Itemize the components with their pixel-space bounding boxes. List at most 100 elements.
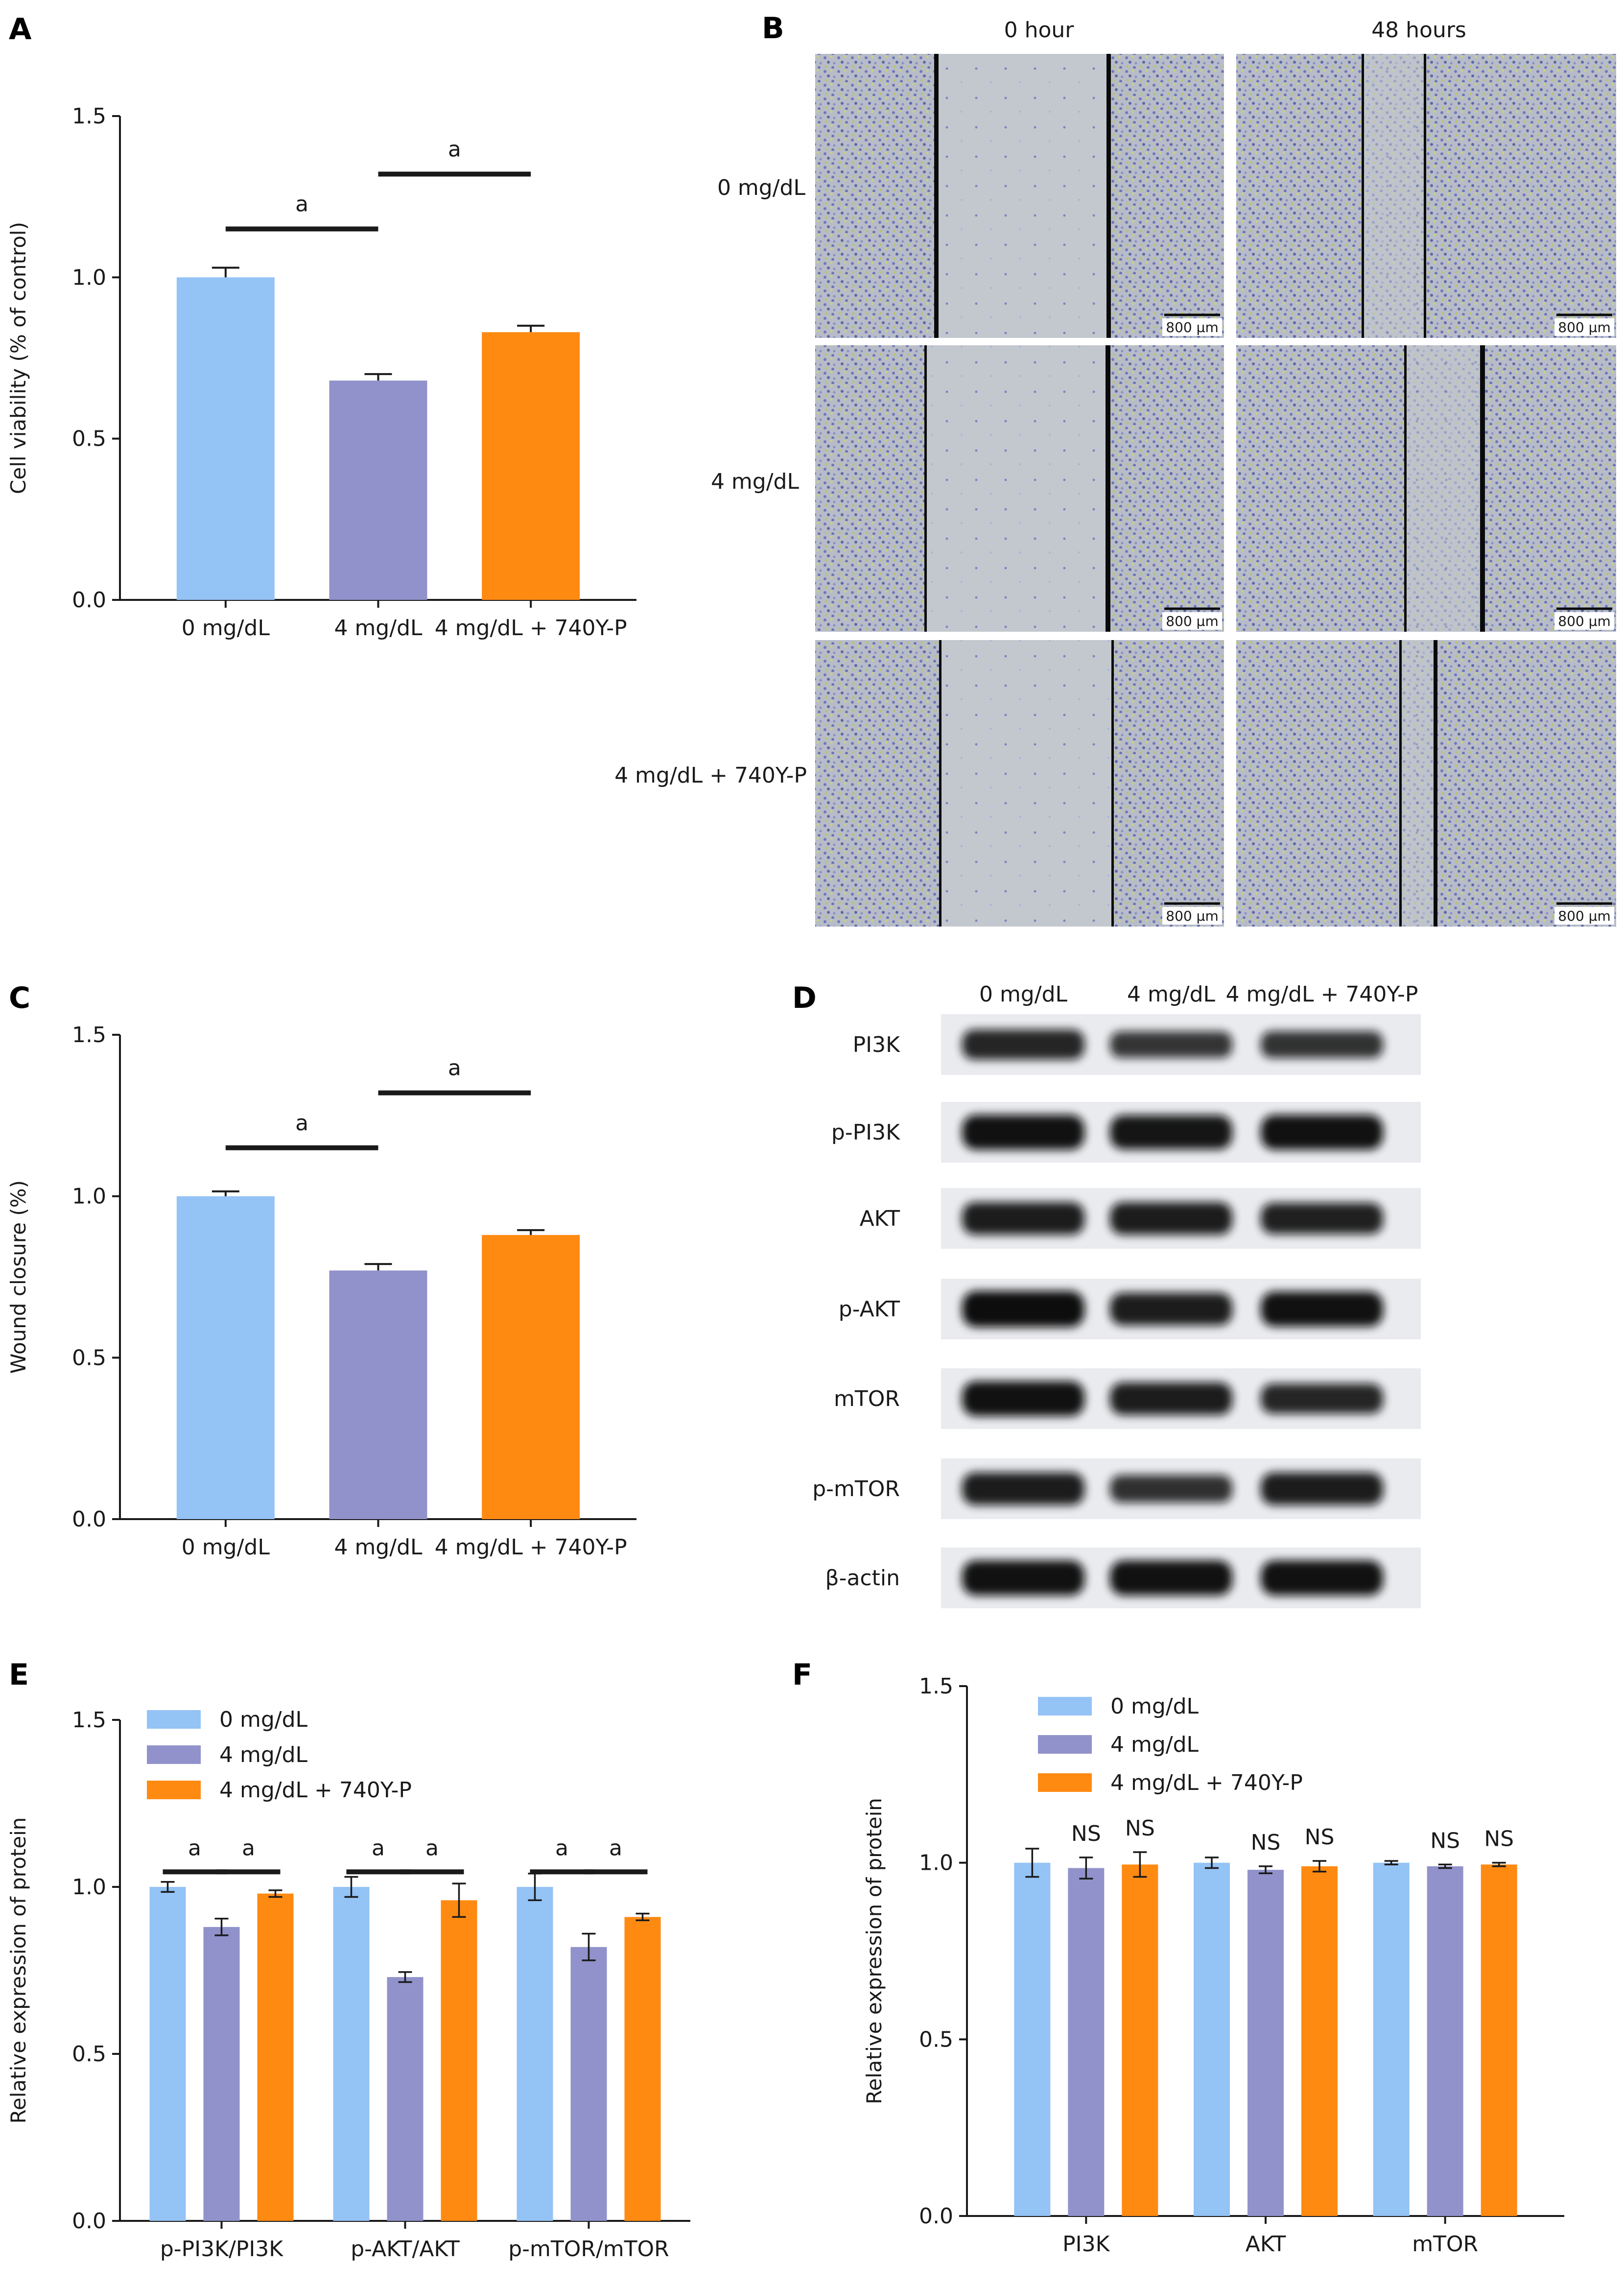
bar: [329, 1270, 427, 1519]
legend-swatch: [147, 1745, 201, 1764]
panel-label-a: A: [9, 12, 32, 47]
panel-b-scratch-assay: 0 hour 48 hours 0 mg/dL 4 mg/dL 4 mg/dL …: [614, 18, 1616, 927]
bar: [333, 1887, 370, 2221]
y-tick-label: 1.0: [72, 265, 106, 290]
blot-protein-label: PI3K: [853, 1032, 901, 1057]
scale-bar-label: 800 μm: [1558, 319, 1610, 335]
y-tick-label: 0.0: [72, 588, 106, 613]
blot-column-label: 0 mg/dL: [979, 982, 1068, 1007]
y-tick-label: 0.5: [72, 427, 106, 452]
bar: [1373, 1862, 1410, 2216]
blot-band: [962, 1381, 1084, 1416]
scale-bar-label: 800 μm: [1558, 908, 1610, 924]
bar: [624, 1917, 661, 2221]
blot-band: [1110, 1031, 1232, 1058]
panel-label-c: C: [9, 981, 30, 1015]
blot-band: [1261, 1560, 1383, 1596]
blot-protein-label: AKT: [860, 1206, 900, 1231]
significance-label: NS: [1251, 1830, 1281, 1855]
blot-band: [962, 1560, 1084, 1596]
blot-protein-label: mTOR: [834, 1386, 900, 1411]
blot-band: [962, 1029, 1084, 1060]
legend-label: 0 mg/dL: [219, 1707, 308, 1732]
y-axis-label: Relative expression of protein: [862, 1798, 886, 2104]
x-tick-label: 4 mg/dL: [334, 1535, 423, 1560]
scale-bar-label: 800 μm: [1166, 319, 1218, 335]
legend-swatch: [1038, 1735, 1092, 1754]
significance-label: a: [425, 1835, 439, 1860]
significance-label: a: [448, 1056, 461, 1081]
x-tick-label: p-mTOR/mTOR: [508, 2237, 669, 2262]
bar: [176, 277, 275, 600]
x-tick-label: p-AKT/AKT: [351, 2237, 460, 2262]
x-tick-label: 0 mg/dL: [182, 1535, 270, 1560]
significance-label: NS: [1430, 1828, 1460, 1853]
row-label-0-mg-dl: 0 mg/dL: [717, 175, 806, 200]
significance-label: a: [188, 1835, 201, 1860]
chart-f-total-protein: 0.0 0.5 1.0 1.5 Relative expression of prote…: [862, 1674, 1564, 2257]
bar: [329, 381, 427, 600]
y-tick-label: 1.0: [72, 1875, 106, 1900]
legend-swatch: [147, 1781, 201, 1799]
bar: [482, 1235, 580, 1519]
blot-band: [1110, 1292, 1232, 1326]
y-axis-label: Wound closure (%): [6, 1180, 30, 1374]
legend-swatch: [1038, 1697, 1092, 1715]
blot-band: [1110, 1202, 1232, 1235]
y-tick-label: 0.0: [72, 2209, 106, 2234]
blot-band: [1261, 1031, 1383, 1058]
legend-swatch: [147, 1710, 201, 1729]
y-tick-label: 0.0: [919, 2204, 953, 2229]
bar: [517, 1887, 553, 2221]
x-tick-label: 4 mg/dL + 740Y-P: [435, 616, 627, 641]
legend-label: 0 mg/dL: [1110, 1694, 1199, 1719]
bar: [1122, 1864, 1158, 2216]
blot-band: [962, 1472, 1084, 1505]
bar: [441, 1900, 477, 2221]
blot-band: [1261, 1383, 1383, 1414]
y-tick-label: 1.5: [919, 1674, 953, 1699]
panel-label-f: F: [792, 1658, 812, 1692]
significance-label: NS: [1125, 1816, 1155, 1841]
legend-label: 4 mg/dL + 740Y-P: [219, 1778, 412, 1803]
bar: [1427, 1866, 1463, 2216]
bar: [1194, 1862, 1230, 2216]
bar: [1014, 1862, 1051, 2216]
scale-bar-label: 800 μm: [1558, 613, 1610, 629]
panel-d-western-blot: 0 mg/dL 4 mg/dL 4 mg/dL + 740Y-P PI3K p-PI3K…: [812, 982, 1421, 1608]
x-tick-label: mTOR: [1412, 2232, 1478, 2257]
legend-label: 4 mg/dL: [1110, 1732, 1199, 1757]
bar: [203, 1927, 240, 2221]
bar: [1481, 1864, 1517, 2216]
legend-label: 4 mg/dL: [219, 1742, 308, 1767]
bar: [257, 1893, 294, 2221]
blot-band: [962, 1291, 1084, 1327]
blot-band: [1110, 1560, 1232, 1596]
micrograph-740yp-48h: 800 μm: [1236, 640, 1616, 927]
x-tick-label: p-PI3K/PI3K: [160, 2237, 283, 2262]
bar: [1247, 1870, 1284, 2216]
micrograph-0mg-0h: 800 μm: [815, 54, 1224, 338]
blot-band: [1261, 1115, 1383, 1150]
blot-band: [1261, 1203, 1383, 1234]
panel-label-e: E: [9, 1658, 29, 1692]
x-tick-label: 0 mg/dL: [182, 616, 270, 641]
significance-label: a: [555, 1835, 568, 1860]
y-axis-label: Cell viability (% of control): [6, 222, 30, 494]
blot-band: [1261, 1291, 1383, 1327]
y-tick-label: 0.5: [919, 2027, 953, 2052]
blot-band: [962, 1115, 1084, 1150]
significance-label: a: [448, 137, 461, 162]
chart-c-wound-closure: 0.0 0.5 1.0 1.5 Wound closure (%) 0 mg/dL 4 mg…: [6, 1023, 636, 1560]
bar: [570, 1947, 607, 2221]
legend-label: 4 mg/dL + 740Y-P: [1110, 1770, 1303, 1795]
panel-label-b: B: [762, 11, 784, 46]
significance-label: a: [372, 1835, 385, 1860]
significance-label: a: [295, 192, 308, 217]
y-tick-label: 0.5: [72, 1345, 106, 1370]
bar: [176, 1196, 275, 1519]
y-tick-label: 0.0: [72, 1507, 106, 1532]
column-label-0-hour: 0 hour: [1004, 18, 1075, 43]
blot-protein-label: β-actin: [825, 1566, 900, 1591]
